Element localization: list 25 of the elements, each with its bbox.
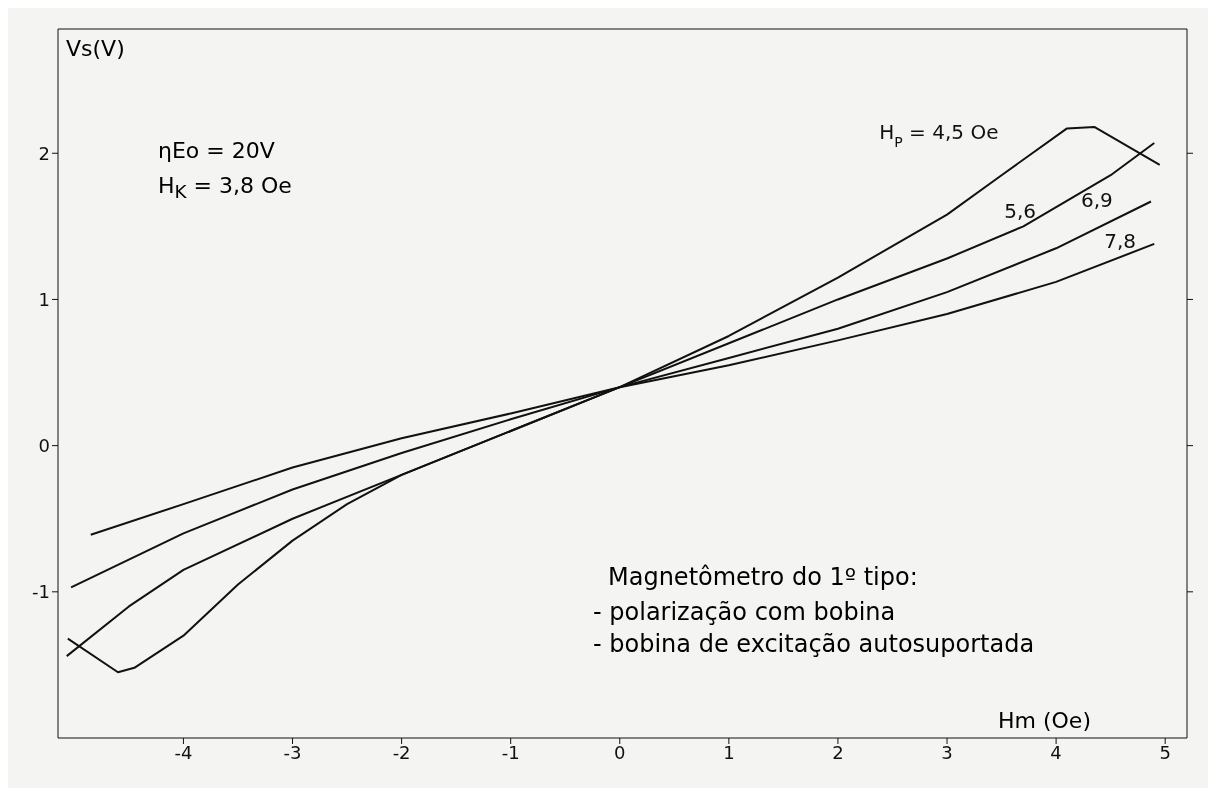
x-tick-label: -3 xyxy=(283,741,302,763)
x-tick-label: -2 xyxy=(392,741,411,763)
x-tick-label: 1 xyxy=(723,741,735,763)
y-tick-label: -1 xyxy=(32,581,50,603)
y-tick-label: 0 xyxy=(38,435,50,457)
x-tick-label: 5 xyxy=(1159,741,1171,763)
x-tick-label: 2 xyxy=(832,741,844,763)
annotation: Magnetômetro do 1º tipo: xyxy=(608,563,918,591)
series-label: 7,8 xyxy=(1104,228,1137,253)
y-tick-label: 1 xyxy=(38,288,50,310)
series-label: 5,6 xyxy=(1004,199,1037,224)
x-axis-title: Hm (Oe) xyxy=(998,708,1091,733)
series-label: H$_{P}$ = 4,5 Oe xyxy=(879,119,999,150)
x-tick-label: 0 xyxy=(614,741,626,763)
x-tick-label: -4 xyxy=(174,741,193,763)
x-tick-label: 4 xyxy=(1050,741,1062,763)
annotation: - bobina de excitação autosuportada xyxy=(593,630,1035,658)
annotation: - polarização com bobina xyxy=(593,598,896,626)
series-label: 6,9 xyxy=(1081,188,1113,213)
y-axis-title: Vs(V) xyxy=(66,36,125,61)
annotation: ηEo = 20V xyxy=(158,138,275,163)
x-tick-label: 3 xyxy=(941,741,953,763)
y-tick-label: 2 xyxy=(38,142,50,164)
x-tick-label: -1 xyxy=(501,741,520,763)
annotation: H$_{K}$ = 3,8 Oe xyxy=(158,173,292,203)
